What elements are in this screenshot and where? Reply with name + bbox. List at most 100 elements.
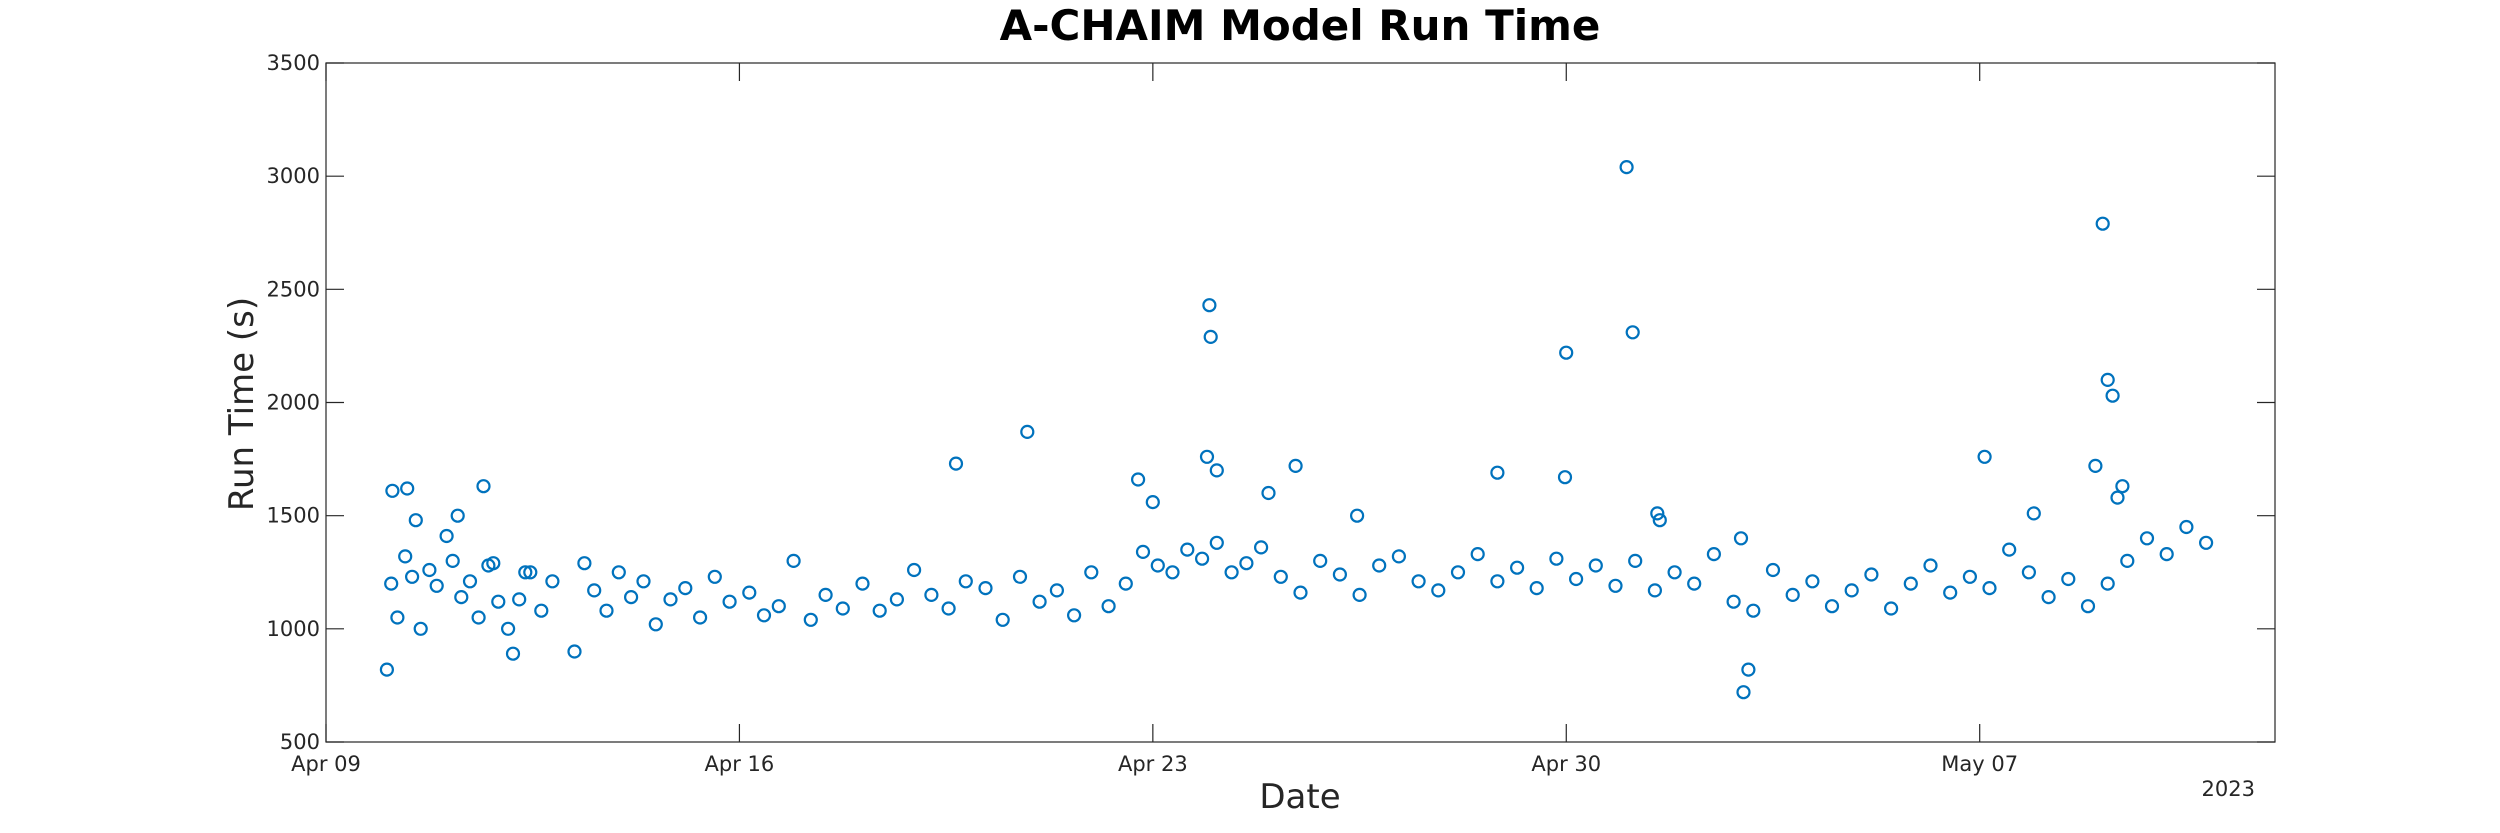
data-point [1431,583,1446,598]
data-point [872,603,887,618]
data-point [1372,558,1387,573]
data-point [1165,565,1180,580]
data-point [1559,345,1574,360]
data-point [1736,685,1751,700]
data-point [1765,562,1781,578]
data-point [1557,470,1573,485]
data-point [405,569,420,584]
data-point [491,594,506,609]
data-point [1647,583,1663,598]
data-point [995,612,1010,627]
data-point [786,553,801,569]
data-point [1066,608,1082,623]
data-point [1199,449,1215,464]
data-point [390,610,405,625]
data-point [1667,565,1682,580]
data-point [2080,599,2096,614]
data-points [379,160,2214,700]
data-point [1943,585,1958,600]
data-point [462,574,478,589]
data-point [1625,325,1640,340]
y-tick-label: 1500 [267,504,320,528]
data-point [2021,565,2037,580]
data-point [707,569,722,584]
data-point [1982,580,1997,596]
data-point [1864,567,1879,582]
data-point [577,556,592,571]
x-tick-label: Apr 09 [291,752,361,776]
data-point [663,592,678,607]
data-point [518,565,533,580]
data-point [1130,472,1146,487]
data-point [2110,490,2125,505]
data-point [1490,465,1505,480]
data-point [505,646,521,661]
data-point [889,592,905,607]
data-point [1509,560,1525,575]
data-point [512,592,527,607]
data-point [501,621,516,636]
data-point [1145,495,1160,510]
data-point [648,617,663,632]
data-point [1588,558,1603,573]
data-point [1706,546,1722,562]
data-point [471,610,486,625]
data-point [1203,329,1218,344]
data-point [1470,546,1485,562]
data-point [398,549,413,564]
data-point [1194,551,1210,566]
data-point [1844,583,1859,598]
data-point [1180,542,1195,557]
data-point [2061,571,2076,587]
data-point [567,644,582,659]
y-tick-label: 3500 [267,51,320,75]
data-point [385,483,400,498]
data-point [1741,662,1756,677]
data-point [756,608,772,623]
data-point [1012,569,1028,584]
data-point [2115,479,2130,494]
data-point [803,612,818,627]
data-point [2041,589,2056,605]
data-point [2002,542,2017,557]
y-tick-label: 2500 [267,277,320,301]
data-point [941,601,956,616]
data-point [1273,569,1288,584]
data-point [1349,508,1365,523]
data-point [1411,574,1426,589]
plot-frame [325,62,2276,743]
data-point [413,621,428,636]
x-tick-label: Apr 16 [705,752,775,776]
data-point [1293,585,1308,600]
data-point [1650,506,1665,521]
data-point [1049,583,1065,598]
data-point [2088,458,2103,473]
data-point [384,576,399,591]
data-point [1135,544,1151,560]
data-point [1391,549,1407,564]
data-point [400,481,415,496]
x-axis: Apr 09 Apr 16 Apr 23 Apr 30 May 07 [291,63,2018,776]
data-point [855,576,870,591]
data-point [722,594,737,609]
data-point [1805,574,1820,589]
x-tick-label: May 07 [1941,752,2018,776]
y-tick-label: 2000 [267,391,320,415]
data-point [1352,587,1367,603]
data-point [1883,601,1899,616]
data-point [1253,540,1269,555]
data-point [476,479,491,494]
data-point [523,565,538,580]
chart-title: A-CHAIM Model Run Time [1000,1,1601,50]
data-point [1733,531,1749,546]
data-point [2100,372,2115,387]
data-point [948,456,964,471]
data-point [1202,298,1217,313]
data-point [379,662,394,677]
y-tick-label: 1000 [267,617,320,641]
data-point [1652,513,1667,528]
data-point [2026,506,2041,521]
data-point [1150,558,1165,573]
data-point [599,603,614,618]
data-point [978,580,993,596]
